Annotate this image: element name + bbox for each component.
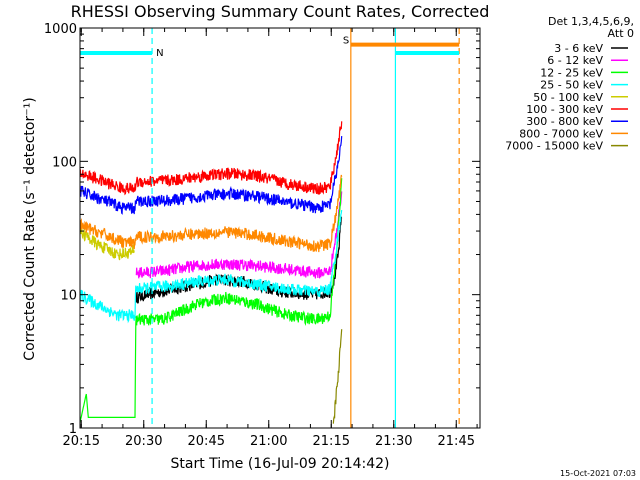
timestamp: 15-Oct-2021 07:03 [560, 469, 636, 478]
flag-label-n: N [156, 48, 163, 59]
chart-title: RHESSI Observing Summary Count Rates, Co… [71, 2, 490, 21]
y-axis-label: Corrected Count Rate (s⁻¹ detector⁻¹) [22, 97, 38, 360]
y-tick-label-2: 100 [52, 155, 77, 170]
y-tick-label-1: 10 [60, 289, 77, 304]
series-12-25-kev-line [80, 178, 343, 423]
x-tick-label-5: 21:30 [375, 434, 412, 449]
x-tick-label-4: 21:15 [313, 434, 350, 449]
legend-header-line-0: Det 1,3,4,5,6,9, [548, 15, 634, 28]
x-axis-ticks: 20:15 20:30 20:45 21:00 21:15 21:30 21:45 [63, 28, 478, 449]
plot-inner [80, 28, 460, 428]
series-25-50-kev-line [80, 210, 343, 324]
series-100-300-kev-line [80, 121, 343, 196]
legend-label-8: 7000 - 15000 keV [505, 140, 603, 153]
x-axis-label: Start Time (16-Jul-09 20:14:42) [170, 456, 389, 472]
y-axis-ticks: 1 10 100 1000 [44, 22, 480, 437]
legend-label-1: 6 - 12 keV [547, 54, 603, 67]
x-tick-label-3: 21:00 [250, 434, 287, 449]
x-tick-label-6: 21:45 [438, 434, 475, 449]
legend-header-line-1: Att 0 [608, 27, 634, 40]
plot-area: NS [79, 27, 481, 429]
legend-label-2: 12 - 25 keV [540, 66, 603, 79]
series-50-100-kev-line [80, 225, 135, 261]
x-tick-label-2: 20:45 [188, 434, 225, 449]
legend-header: Det 1,3,4,5,6,9,Att 0 [548, 15, 634, 40]
legend-label-4: 50 - 100 keV [533, 91, 603, 104]
series-800-7000-kev-line [80, 174, 343, 253]
y-tick-label-3: 1000 [44, 22, 77, 37]
flag-label-s: S [343, 36, 349, 47]
series-300-800-kev-line [80, 136, 343, 215]
legend-label-5: 100 - 300 keV [526, 103, 603, 116]
legend-label-3: 25 - 50 keV [540, 79, 603, 92]
x-tick-label-0: 20:15 [63, 434, 100, 449]
series-7000-15000-kev-line [332, 329, 343, 424]
legend-label-7: 800 - 7000 keV [519, 127, 603, 140]
x-tick-label-1: 20:30 [125, 434, 162, 449]
y-tick-label-0: 1 [69, 422, 77, 437]
legend-label-6: 300 - 800 keV [526, 115, 603, 128]
series-6-12-kev-line [135, 191, 343, 279]
plot-frame [79, 27, 481, 429]
legend-label-0: 3 - 6 keV [554, 42, 603, 55]
